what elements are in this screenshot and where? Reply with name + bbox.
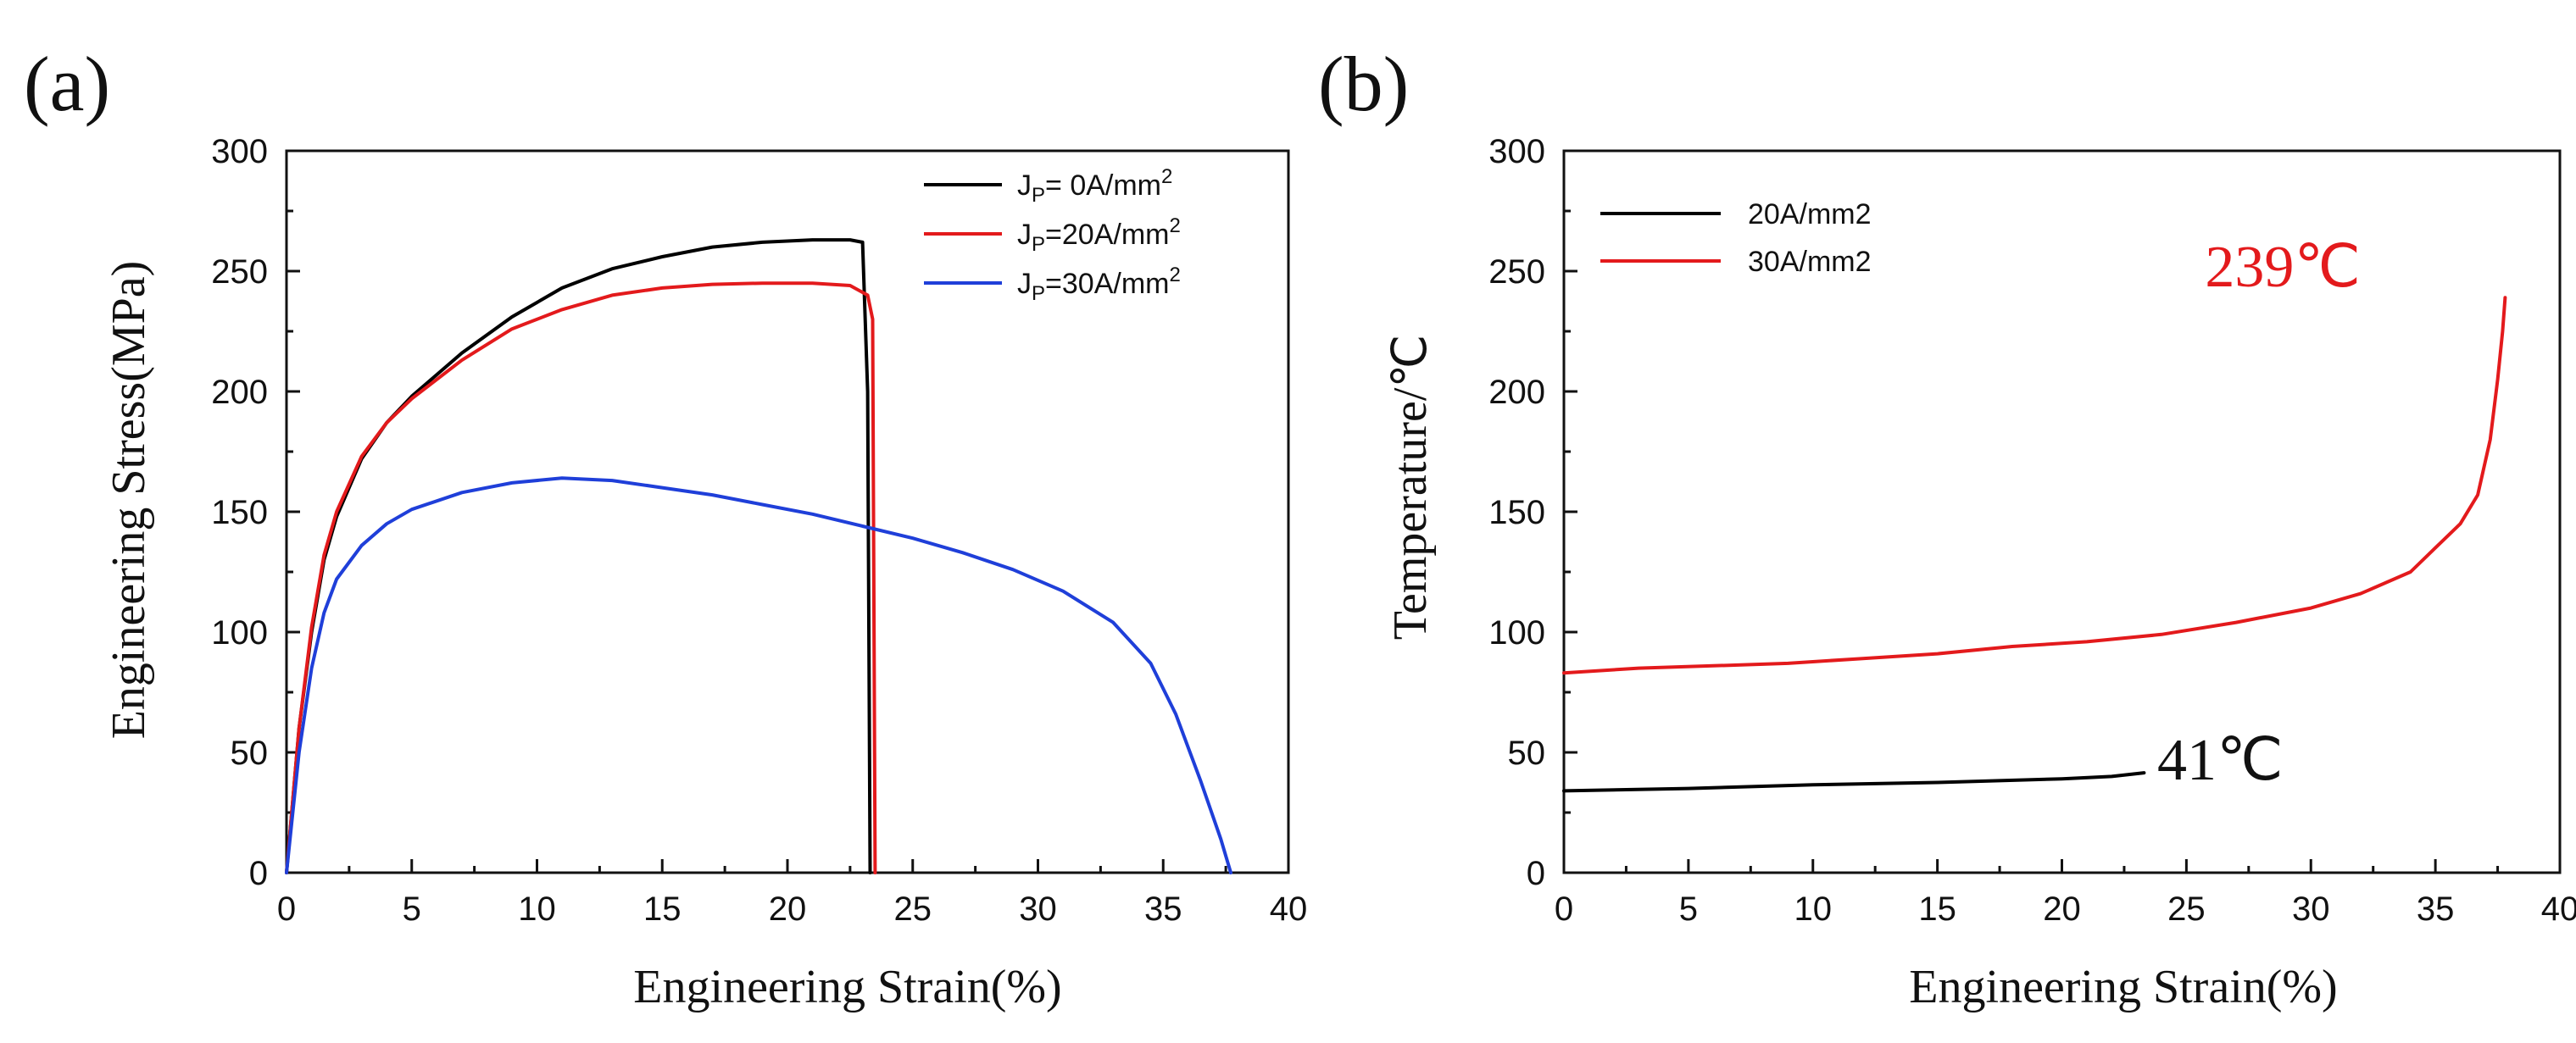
panel-a-x-axis-title: Engineering Strain(%) [633, 961, 1061, 1013]
panel-a-x-tick-label: 20 [769, 890, 807, 928]
panel-b-x-tick-label: 10 [1794, 890, 1833, 928]
panel-b-y-tick-label: 150 [1488, 494, 1545, 531]
panel-a-y-tick-label: 50 [231, 735, 269, 772]
panel-a-x-tick-label: 0 [277, 890, 296, 928]
panel-a-y-tick-label: 0 [249, 855, 268, 892]
panel-a-y-axis-title: Engineering Stress(MPa) [103, 261, 155, 740]
panel-a-legend-label-2: JP=20A/mm2 [1017, 214, 1181, 256]
panel-b-x-axis-title: Engineering Strain(%) [1909, 961, 2337, 1013]
panel-a-y-tick-label: 200 [211, 374, 268, 411]
panel-b-x-tick-label: 40 [2541, 890, 2576, 928]
panel-b-temperature-strain: (b) Engineering Strain(%) Temperature/℃ … [1318, 41, 2576, 1013]
panel-a-y-tick-label: 300 [211, 133, 268, 170]
panel-a-x-tick-label: 30 [1019, 890, 1057, 928]
panel-b-series-line-1 [1562, 771, 2146, 793]
panel-a-x-tick-label: 10 [518, 890, 556, 928]
panel-a-y-tick-label: 100 [211, 614, 268, 652]
panel-b-plot-area: 0 5 10 15 20 25 30 35 40 0 50 100 150 200 250 300 20A/mm… [1488, 133, 2576, 928]
panel-a-legend-label-3: JP=30A/mm2 [1017, 264, 1181, 305]
panel-b-y-tick-label: 50 [1508, 735, 1546, 772]
panel-b-x-tick-label: 5 [1679, 890, 1698, 928]
panel-a-x-tick-label: 15 [643, 890, 682, 928]
panel-b-x-tick-label: 0 [1555, 890, 1573, 928]
panel-b-y-tick-label: 100 [1488, 614, 1545, 652]
panel-b-x-tick-label: 25 [2167, 890, 2206, 928]
panel-label-a: (a) [24, 41, 110, 127]
panel-b-legend-label-1: 20A/mm2 [1748, 198, 1872, 230]
panel-a-legend-label-1: JP= 0A/mm2 [1017, 165, 1172, 207]
panel-b-annotation-black-end: 41℃ [2157, 728, 2284, 793]
panel-a-y-tick-label: 150 [211, 494, 268, 531]
panel-b-series-line-2 [1562, 296, 2507, 675]
panel-b-y-tick-label: 0 [1527, 855, 1545, 892]
panel-b-x-tick-label: 35 [2417, 890, 2455, 928]
panel-a-series-line-3 [285, 476, 1232, 874]
panel-b-x-tick-label: 30 [2292, 890, 2330, 928]
panel-b-x-tick-label: 20 [2043, 890, 2081, 928]
panel-a-x-tick-label: 25 [894, 890, 932, 928]
panel-b-y-axis-title: Temperature/℃ [1384, 335, 1437, 641]
panel-a-x-tick-label: 35 [1144, 890, 1182, 928]
panel-a-series-line-2 [285, 281, 877, 874]
panel-b-annotation-red-peak: 239℃ [2205, 235, 2361, 300]
panel-a-stress-strain: (a) Engineering Strain(%) Engineering St… [24, 41, 1307, 1013]
panel-b-x-tick-label: 15 [1918, 890, 1956, 928]
panel-b-y-tick-label: 300 [1488, 133, 1545, 170]
panel-a-x-tick-label: 5 [403, 890, 421, 928]
panel-label-b: (b) [1318, 41, 1409, 127]
panel-a-y-tick-label: 250 [211, 253, 268, 291]
panel-b-y-tick-label: 200 [1488, 374, 1545, 411]
panel-a-plot-area: 0 5 10 15 20 25 30 35 40 0 50 100 150 200 250 300 JP= 0A… [211, 133, 1307, 928]
panel-b-y-tick-label: 250 [1488, 253, 1545, 291]
panel-b-legend-label-2: 30A/mm2 [1748, 246, 1872, 278]
panel-a-x-tick-label: 40 [1270, 890, 1308, 928]
